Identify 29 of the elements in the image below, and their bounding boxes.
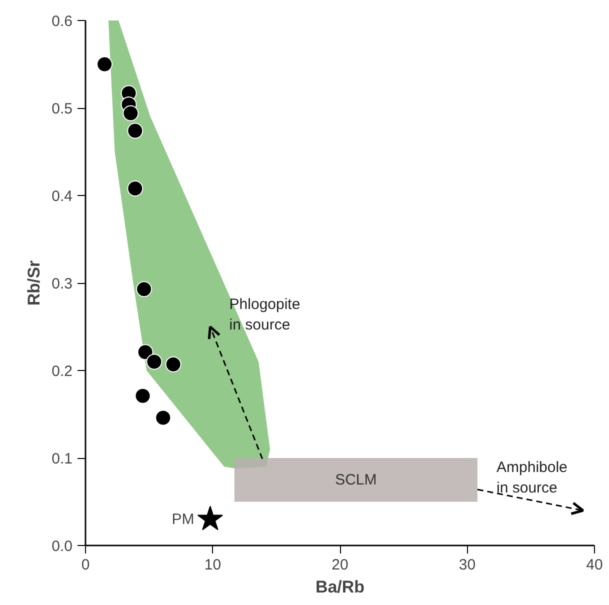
point xyxy=(127,180,144,196)
point xyxy=(96,56,113,72)
x-tick-label: 0 xyxy=(81,556,90,574)
y-tick-label: 0.0 xyxy=(52,538,73,555)
x-tick-label: 30 xyxy=(458,556,476,574)
y-tick-label: 0.2 xyxy=(52,363,73,380)
annotation: Amphibole in source xyxy=(496,458,568,496)
y-tick-label: 0.3 xyxy=(52,276,73,292)
y-tick-label: 0.6 xyxy=(52,13,73,30)
y-tick-label: 0.5 xyxy=(52,100,73,118)
x-tick-label: 40 xyxy=(586,556,603,574)
point xyxy=(134,388,151,404)
point xyxy=(137,344,154,360)
x-axis-title: Ba/Rb xyxy=(315,578,365,596)
point xyxy=(197,506,224,530)
point xyxy=(136,281,152,298)
y-axis-title: Rb/Sr xyxy=(24,260,44,306)
series-label: SCLM xyxy=(335,471,377,488)
point xyxy=(165,356,182,372)
y-tick-label: 0.4 xyxy=(52,188,73,205)
x-tick-label: 20 xyxy=(332,556,348,574)
x-tick-label: 10 xyxy=(204,556,222,574)
point xyxy=(122,105,139,122)
point xyxy=(127,122,144,139)
y-tick-label: 0.1 xyxy=(52,450,73,468)
series-label: PM xyxy=(172,510,194,528)
annotation: Phlogopite in source xyxy=(229,296,300,334)
point xyxy=(146,354,162,370)
point xyxy=(155,410,172,426)
